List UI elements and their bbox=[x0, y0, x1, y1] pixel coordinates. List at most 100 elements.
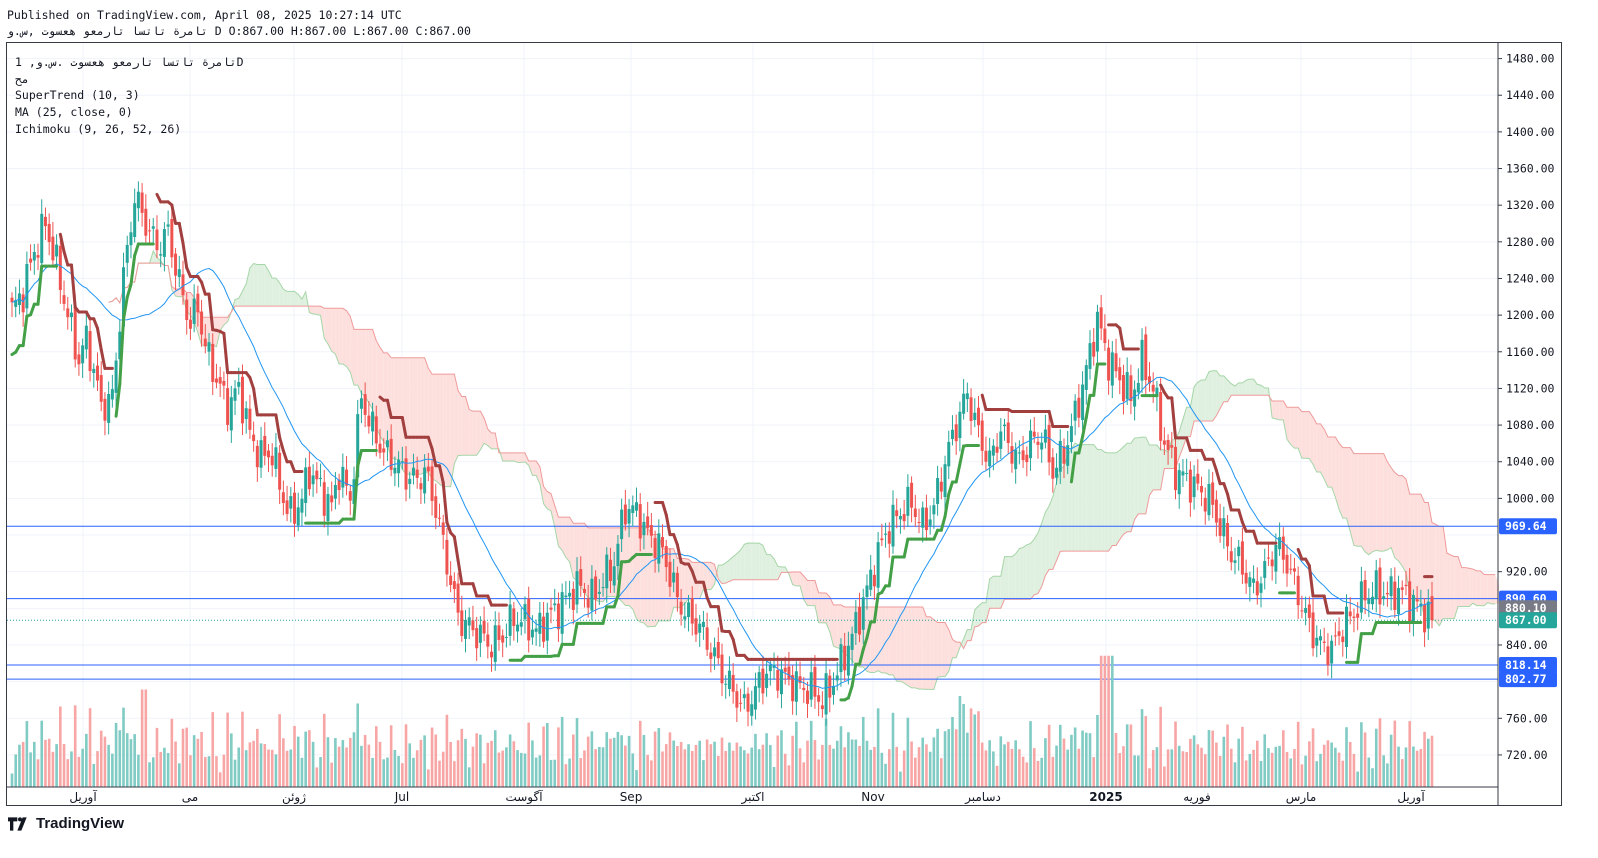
candle-body[interactable] bbox=[698, 623, 702, 633]
candle-body[interactable] bbox=[620, 509, 624, 540]
candle-body[interactable] bbox=[716, 641, 720, 659]
candle-body[interactable] bbox=[196, 293, 200, 313]
candle-body[interactable] bbox=[783, 667, 787, 672]
candle-body[interactable] bbox=[47, 223, 51, 243]
candle-body[interactable] bbox=[980, 420, 984, 451]
candle-body[interactable] bbox=[211, 343, 215, 382]
candle-body[interactable] bbox=[378, 443, 382, 453]
candle-body[interactable] bbox=[88, 331, 92, 372]
candle-body[interactable] bbox=[497, 625, 501, 640]
candle-body[interactable] bbox=[1333, 635, 1337, 637]
candle-body[interactable] bbox=[1118, 367, 1122, 381]
candle-body[interactable] bbox=[55, 244, 59, 257]
candle-body[interactable] bbox=[549, 607, 553, 610]
candle-body[interactable] bbox=[1415, 599, 1419, 602]
candle-body[interactable] bbox=[1397, 588, 1401, 614]
candle-body[interactable] bbox=[278, 452, 282, 490]
candle-body[interactable] bbox=[1222, 518, 1226, 537]
candle-body[interactable] bbox=[1069, 426, 1073, 443]
candle-body[interactable] bbox=[300, 498, 304, 513]
candle-body[interactable] bbox=[1066, 445, 1070, 466]
candle-body[interactable] bbox=[1073, 400, 1077, 421]
candle-body[interactable] bbox=[928, 519, 932, 526]
candle-body[interactable] bbox=[460, 610, 464, 636]
candle-body[interactable] bbox=[281, 492, 285, 504]
candle-body[interactable] bbox=[170, 218, 174, 258]
candle-body[interactable] bbox=[478, 624, 482, 643]
candle-body[interactable] bbox=[813, 666, 817, 697]
candle-body[interactable] bbox=[1121, 375, 1125, 402]
candle-body[interactable] bbox=[504, 636, 508, 638]
candle-body[interactable] bbox=[92, 368, 96, 373]
candle-body[interactable] bbox=[1099, 307, 1103, 329]
candle-body[interactable] bbox=[1136, 382, 1140, 393]
candle-body[interactable] bbox=[255, 445, 259, 468]
candle-body[interactable] bbox=[122, 267, 126, 327]
candle-body[interactable] bbox=[534, 628, 538, 632]
candle-body[interactable] bbox=[1203, 497, 1207, 512]
candle-body[interactable] bbox=[296, 507, 300, 526]
candle-body[interactable] bbox=[1229, 551, 1233, 563]
candle-body[interactable] bbox=[1233, 560, 1237, 563]
candle-body[interactable] bbox=[832, 685, 836, 695]
candle-body[interactable] bbox=[248, 408, 252, 430]
candle-body[interactable] bbox=[701, 621, 705, 628]
candle-body[interactable] bbox=[1281, 536, 1285, 560]
candle-body[interactable] bbox=[646, 516, 650, 528]
candle-body[interactable] bbox=[382, 448, 386, 453]
candle-body[interactable] bbox=[568, 592, 572, 597]
candle-body[interactable] bbox=[1200, 486, 1204, 493]
candle-body[interactable] bbox=[1055, 467, 1059, 478]
candle-body[interactable] bbox=[605, 554, 609, 589]
candle-body[interactable] bbox=[367, 415, 371, 427]
candle-body[interactable] bbox=[976, 407, 980, 426]
candle-body[interactable] bbox=[962, 393, 966, 414]
candle-body[interactable] bbox=[1140, 339, 1144, 381]
candle-body[interactable] bbox=[185, 299, 189, 321]
candle-body[interactable] bbox=[947, 441, 951, 467]
candle-body[interactable] bbox=[136, 191, 140, 209]
candle-body[interactable] bbox=[237, 381, 241, 387]
candle-body[interactable] bbox=[1092, 341, 1096, 357]
candle-body[interactable] bbox=[1084, 365, 1088, 390]
candle-body[interactable] bbox=[400, 461, 404, 463]
candle-body[interactable] bbox=[750, 704, 754, 716]
candle-body[interactable] bbox=[1244, 572, 1248, 584]
candle-body[interactable] bbox=[720, 654, 724, 684]
legend-ma[interactable]: MA (25, close, 0) bbox=[15, 105, 133, 120]
candle-body[interactable] bbox=[1378, 567, 1382, 605]
candle-body[interactable] bbox=[608, 559, 612, 581]
candle-body[interactable] bbox=[1330, 640, 1334, 664]
candle-body[interactable] bbox=[285, 500, 289, 515]
candle-body[interactable] bbox=[999, 431, 1003, 449]
candle-body[interactable] bbox=[486, 634, 490, 647]
candle-body[interactable] bbox=[36, 255, 40, 258]
candle-body[interactable] bbox=[779, 669, 783, 695]
candle-body[interactable] bbox=[939, 481, 943, 492]
candle-body[interactable] bbox=[936, 478, 940, 504]
candle-body[interactable] bbox=[25, 264, 29, 309]
candle-body[interactable] bbox=[445, 539, 449, 575]
candle-body[interactable] bbox=[876, 542, 880, 588]
candle-body[interactable] bbox=[1029, 430, 1033, 459]
candle-body[interactable] bbox=[869, 569, 873, 590]
candle-body[interactable] bbox=[293, 492, 297, 524]
candle-body[interactable] bbox=[1110, 352, 1114, 386]
candle-body[interactable] bbox=[1077, 397, 1081, 418]
candle-body[interactable] bbox=[29, 258, 33, 263]
candle-body[interactable] bbox=[579, 569, 583, 586]
candle-body[interactable] bbox=[259, 440, 263, 468]
candle-body[interactable] bbox=[635, 502, 639, 511]
candle-body[interactable] bbox=[1058, 440, 1062, 472]
candle-body[interactable] bbox=[62, 295, 66, 304]
candle-body[interactable] bbox=[943, 464, 947, 497]
candle-body[interactable] bbox=[1237, 546, 1241, 557]
candle-body[interactable] bbox=[906, 486, 910, 516]
candle-body[interactable] bbox=[99, 375, 103, 402]
candle-body[interactable] bbox=[910, 482, 914, 508]
candle-body[interactable] bbox=[776, 670, 780, 691]
candle-body[interactable] bbox=[226, 388, 230, 425]
candle-body[interactable] bbox=[1040, 442, 1044, 450]
candle-body[interactable] bbox=[1174, 446, 1178, 491]
candle-body[interactable] bbox=[516, 624, 520, 632]
